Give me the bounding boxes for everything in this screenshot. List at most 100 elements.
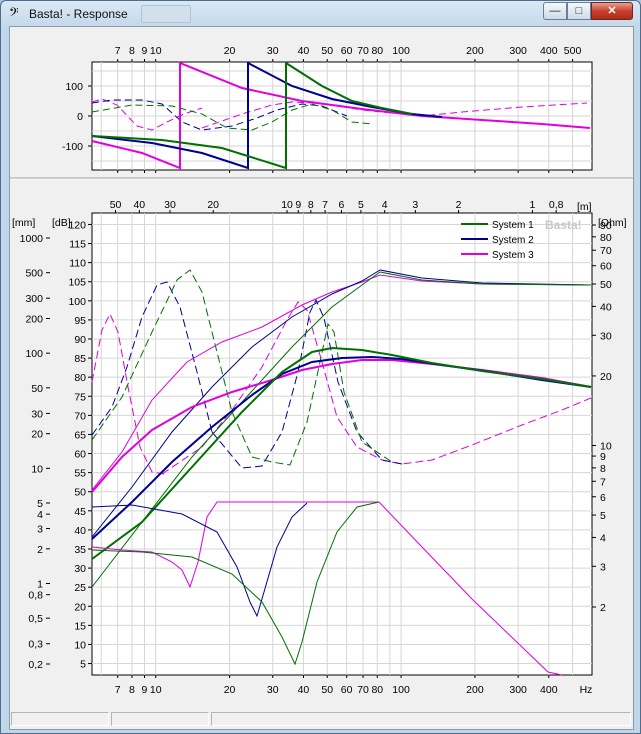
top-x-tick-label: 400 [540, 45, 558, 57]
db-tick-label: 95 [74, 315, 86, 327]
db-tick-label: 35 [74, 544, 86, 556]
mm-tick-label: 0,3 [28, 639, 43, 651]
mm-tick-label: 2 [37, 544, 43, 556]
status-bar [9, 710, 634, 730]
system-1-spl-max [91, 271, 592, 588]
bass-clef-icon: 𝄢 [9, 5, 19, 23]
db-tick-label: 105 [68, 277, 86, 289]
client-area: 7 8 9 10 20 30 40 50 60 70 80 100 200 300 400 500 100 0-… [9, 26, 634, 711]
system-2-impedance-low [91, 281, 213, 436]
mm-tick-label: 300 [25, 293, 43, 305]
status-panel-3 [211, 712, 631, 726]
db-tick-label: 5 [80, 659, 86, 671]
top-x-tick-label: 300 [509, 45, 527, 57]
main-x-tick-label: 200 [466, 684, 484, 696]
m-tick-label: 0,8 [549, 199, 564, 211]
main-x-tick-label: Hz [580, 684, 593, 696]
main-x-tick-label: 30 [267, 684, 279, 696]
ohm-tick-label: 4 [600, 532, 606, 544]
m-tick-label: 4 [382, 199, 388, 211]
m-tick-label: 10 [281, 199, 293, 211]
db-tick-label: 75 [74, 391, 86, 403]
response-plot[interactable]: 7 8 9 10 20 30 40 50 60 70 80 100 200 300 400 Hz 50 40 30… [12, 199, 627, 696]
title-bar-ghost-tab [141, 5, 191, 23]
system-1-impedance-low [91, 269, 253, 458]
system-3-excursion [91, 501, 379, 589]
m-tick-label: 8 [308, 199, 314, 211]
ohm-tick-label: 10 [600, 441, 612, 453]
db-tick-label: 115 [69, 239, 86, 251]
top-x-tick-label: 30 [267, 45, 279, 57]
db-tick-label: 100 [68, 296, 86, 308]
m-tick-label: 7 [322, 199, 328, 211]
db-tick-label: 30 [74, 563, 86, 575]
top-x-tick-label: 80 [371, 45, 383, 57]
minimize-button[interactable]: — [543, 2, 567, 20]
m-tick-label: 2 [456, 199, 462, 211]
db-tick-label: 55 [74, 468, 86, 480]
main-x-tick-label: 70 [357, 684, 369, 696]
top-x-tick-label: 7 [115, 45, 121, 57]
db-tick-label: 110 [69, 258, 86, 270]
phase-plot[interactable]: 7 8 9 10 20 30 40 50 60 70 80 100 200 300 400 500 100 0 -… [62, 45, 593, 173]
main-x-tick-label: 20 [224, 684, 236, 696]
status-panel-2 [111, 712, 209, 726]
ohm-tick-label: 20 [600, 371, 612, 383]
top-x-tick-label: 40 [298, 45, 310, 57]
m-tick-label: 1 [529, 199, 535, 211]
main-x-tick-label: 60 [341, 684, 353, 696]
db-tick-label: 25 [74, 582, 86, 594]
ohm-tick-label: 7 [600, 476, 606, 488]
top-system-3-phase [91, 61, 591, 170]
mm-tick-label: 0,2 [28, 659, 43, 671]
top-system-2-dashed-phase [91, 99, 348, 131]
legend: System 1 System 2 System 3 [461, 220, 534, 261]
ohm-tick-label: 70 [600, 245, 612, 257]
m-tick-label: 5 [358, 199, 364, 211]
ohm-tick-label: 2 [600, 602, 606, 614]
db-tick-label: 50 [74, 487, 86, 499]
system-3-impedance-low [91, 312, 165, 475]
system-1-excursion [91, 501, 380, 666]
mm-tick-label: 50 [31, 383, 43, 395]
top-x-tick-label: 20 [224, 45, 236, 57]
top-x-tick-label: 100 [392, 45, 410, 57]
mm-tick-label: 0,5 [28, 613, 43, 625]
db-tick-label: 90 [74, 334, 86, 346]
m-tick-label: 9 [295, 199, 301, 211]
system-3-impedance-high [161, 301, 592, 475]
db-tick-label: 70 [74, 410, 86, 422]
mm-tick-label: 20 [31, 429, 43, 441]
top-x-tick-label: 10 [150, 45, 162, 57]
mm-tick-label: 30 [31, 408, 43, 420]
ohm-tick-label: 80 [600, 232, 612, 244]
system-2-excursion [91, 502, 308, 618]
legend-entry: System 1 [492, 220, 534, 231]
main-x-tick-label: 7 [115, 684, 121, 696]
db-tick-label: 80 [74, 372, 86, 384]
m-tick-label: 30 [164, 199, 176, 211]
close-button[interactable]: ✕ [591, 2, 633, 20]
system-3-spl-max [91, 274, 592, 491]
m-tick-label: 20 [207, 199, 219, 211]
mm-tick-label: 10 [31, 463, 43, 475]
main-x-tick-label: 50 [321, 684, 333, 696]
mm-tick-label: 100 [25, 348, 43, 360]
maximize-button[interactable]: □ [567, 2, 591, 20]
main-x-tick-label: 300 [509, 684, 527, 696]
system-2-spl-max [91, 269, 592, 538]
title-bar[interactable]: 𝄢 Basta! - Response — □ ✕ [1, 1, 640, 27]
m-tick-label: 40 [133, 199, 145, 211]
shared-excursion-tail [378, 501, 563, 676]
top-x-tick-label: 60 [341, 45, 353, 57]
ohm-tick-label: 40 [600, 301, 612, 313]
mm-tick-label: 200 [25, 313, 43, 325]
ohm-axis-unit: [Ohm] [598, 217, 627, 229]
mm-tick-label: 5 [37, 498, 43, 510]
db-tick-label: 40 [74, 525, 86, 537]
top-system-1-phase [91, 61, 413, 170]
top-y-tick-label: -100 [62, 141, 83, 153]
ohm-tick-label: 50 [600, 279, 612, 291]
legend-entry: System 3 [492, 250, 534, 261]
